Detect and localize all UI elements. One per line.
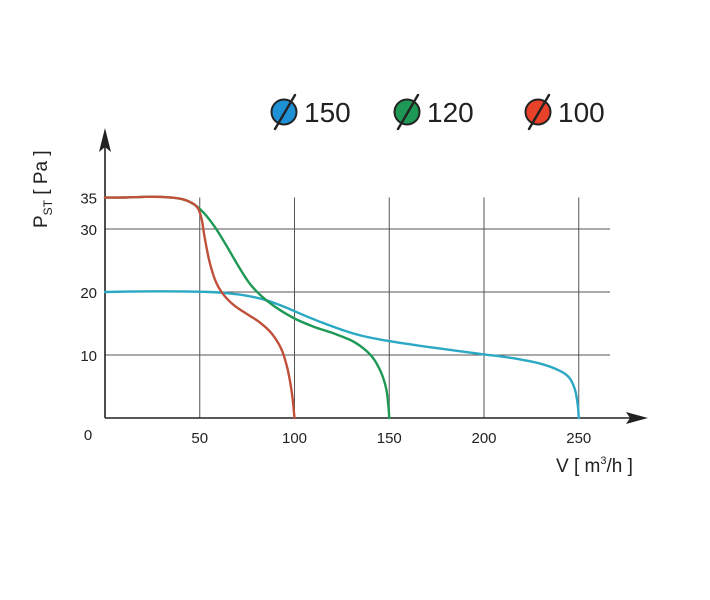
diameter-slash <box>527 93 551 131</box>
x-axis-label: V [ m3/h ] <box>556 455 633 477</box>
legend-item-120: 120 <box>393 93 474 131</box>
legend-label: 120 <box>427 97 474 128</box>
x-tick-label: 100 <box>282 430 307 447</box>
x-tick-label: 200 <box>471 430 496 447</box>
grid <box>105 197 610 418</box>
y-tick-label: 30 <box>80 222 97 239</box>
tick-labels: 0 50 100 150 200 250 10 20 30 35 <box>80 191 591 448</box>
y-tick-label: 35 <box>80 191 97 208</box>
diameter-slash <box>396 93 420 131</box>
x-tick-label: 50 <box>191 430 208 447</box>
y-tick-label: 10 <box>80 348 97 365</box>
legend: 150 120 100 <box>270 93 605 131</box>
series-line-100 <box>103 195 296 420</box>
diameter-slash <box>273 93 297 131</box>
x-tick-label: 250 <box>566 430 591 447</box>
series-line-120 <box>103 195 391 420</box>
x-axis-arrow <box>626 412 648 424</box>
series-curves <box>103 195 580 420</box>
legend-label: 100 <box>558 97 605 128</box>
legend-item-100: 100 <box>524 93 605 131</box>
axes <box>99 128 648 424</box>
y-tick-label: 20 <box>80 285 97 302</box>
legend-item-150: 150 <box>270 93 351 131</box>
legend-label: 150 <box>304 97 351 128</box>
x-tick-label: 150 <box>377 430 402 447</box>
x-tick-label: 0 <box>84 427 92 444</box>
y-axis-arrow <box>99 128 111 152</box>
y-axis-label: PST [ Pa ] <box>31 150 55 228</box>
